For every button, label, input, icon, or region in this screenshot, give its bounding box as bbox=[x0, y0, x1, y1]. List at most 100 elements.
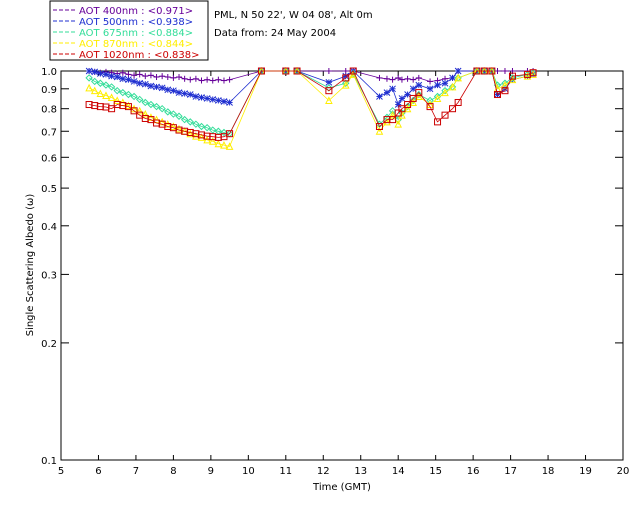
data-point-asterisk bbox=[441, 79, 449, 87]
data-point-plus bbox=[142, 73, 149, 80]
x-tick-label: 20 bbox=[617, 466, 630, 477]
data-point-triangle bbox=[375, 127, 384, 135]
data-point-square bbox=[501, 87, 509, 95]
data-point-triangle bbox=[135, 106, 144, 115]
data-point-triangle bbox=[192, 132, 200, 140]
data-point-square bbox=[108, 105, 116, 113]
data-point-asterisk bbox=[398, 95, 406, 102]
data-point-diamond bbox=[192, 120, 200, 128]
data-point-asterisk bbox=[426, 85, 434, 93]
data-point-asterisk bbox=[404, 91, 411, 98]
data-point-diamond bbox=[388, 107, 397, 115]
data-point-triangle bbox=[409, 98, 417, 106]
data-point-square bbox=[426, 103, 434, 111]
data-point-triangle bbox=[163, 120, 172, 128]
data-point-diamond bbox=[147, 100, 155, 109]
data-point-plus bbox=[220, 77, 227, 84]
data-point-triangle bbox=[403, 104, 412, 113]
y-tick-label: 0.4 bbox=[41, 222, 57, 233]
data-point-triangle bbox=[454, 73, 462, 82]
data-point-plus bbox=[404, 75, 411, 82]
data-point-diamond bbox=[119, 88, 127, 97]
data-point-square bbox=[493, 91, 501, 99]
data-point-plus bbox=[427, 78, 434, 85]
data-point-asterisk bbox=[409, 85, 417, 93]
data-point-asterisk bbox=[141, 80, 149, 88]
data-point-triangle bbox=[414, 92, 423, 100]
data-point-asterisk bbox=[113, 73, 121, 81]
data-point-plus bbox=[395, 74, 402, 81]
data-point-diamond bbox=[441, 86, 449, 95]
data-point-triangle bbox=[96, 89, 105, 98]
data-point-asterisk bbox=[119, 75, 127, 83]
data-point-triangle bbox=[141, 109, 150, 118]
legend-item: AOT 1020nm : <0.838> bbox=[53, 50, 199, 61]
data-point-plus bbox=[119, 69, 126, 76]
data-point-triangle bbox=[85, 83, 93, 92]
data-point-diamond bbox=[220, 128, 228, 137]
x-tick-label: 7 bbox=[133, 466, 139, 477]
data-point-plus bbox=[415, 74, 422, 81]
x-tick-label: 9 bbox=[208, 466, 214, 477]
data-point-triangle bbox=[394, 120, 403, 128]
data-point-plus bbox=[215, 76, 222, 83]
data-point-triangle bbox=[158, 117, 166, 126]
data-point-asterisk bbox=[209, 96, 217, 103]
date-info-text: Data from: 24 May 2004 bbox=[214, 28, 336, 39]
data-point-square bbox=[375, 122, 383, 130]
data-point-diamond bbox=[169, 110, 178, 118]
data-point-square bbox=[394, 109, 402, 117]
data-point-plus bbox=[204, 76, 211, 83]
data-point-asterisk bbox=[226, 99, 233, 106]
data-point-square bbox=[349, 67, 357, 75]
data-point-plus bbox=[501, 68, 508, 74]
data-point-asterisk bbox=[91, 68, 99, 76]
data-point-asterisk bbox=[130, 78, 138, 85]
series-line bbox=[89, 70, 534, 138]
y-axis-label: Single Scattering Albedo (ω) bbox=[25, 194, 36, 337]
legend-item: AOT 675nm : <0.884> bbox=[53, 28, 193, 39]
data-point-triangle bbox=[124, 101, 133, 110]
x-tick-label: 17 bbox=[504, 466, 517, 477]
data-point-square bbox=[454, 98, 462, 106]
x-tick-label: 5 bbox=[58, 466, 64, 477]
data-point-triangle bbox=[208, 137, 217, 145]
data-point-triangle bbox=[175, 124, 183, 133]
data-point-triangle bbox=[130, 104, 138, 113]
data-point-plus bbox=[181, 75, 188, 82]
data-point-asterisk bbox=[394, 101, 402, 108]
y-tick-label: 1.0 bbox=[41, 67, 57, 78]
data-point-square bbox=[389, 116, 397, 124]
data-point-plus bbox=[376, 74, 383, 81]
data-point-asterisk bbox=[434, 81, 441, 89]
data-point-asterisk bbox=[325, 79, 333, 86]
data-point-square bbox=[409, 94, 417, 102]
data-point-plus bbox=[136, 71, 143, 78]
legend-box bbox=[49, 0, 209, 61]
data-point-plus bbox=[131, 72, 138, 79]
x-tick-label: 13 bbox=[354, 466, 367, 477]
data-point-plus bbox=[410, 76, 417, 83]
data-point-asterisk bbox=[215, 97, 222, 104]
data-point-diamond bbox=[186, 118, 194, 126]
data-point-asterisk bbox=[158, 84, 166, 92]
data-point-diamond bbox=[141, 98, 150, 107]
data-point-diamond bbox=[85, 74, 93, 82]
data-point-asterisk bbox=[454, 67, 462, 75]
data-point-triangle bbox=[113, 96, 122, 104]
data-point-diamond bbox=[180, 115, 189, 124]
series-5 bbox=[85, 67, 537, 141]
legend-item: AOT 400nm : <0.971> bbox=[53, 6, 193, 17]
data-point-triangle bbox=[220, 140, 228, 149]
data-point-triangle bbox=[529, 70, 537, 78]
data-point-asterisk bbox=[186, 91, 194, 98]
data-point-triangle bbox=[388, 111, 397, 119]
data-point-asterisk bbox=[96, 70, 104, 77]
data-point-square bbox=[434, 118, 442, 126]
data-point-plus bbox=[342, 68, 349, 74]
y-tick-label: 0.9 bbox=[41, 85, 57, 96]
legend-label: AOT 870nm : <0.844> bbox=[79, 39, 193, 50]
data-point-diamond bbox=[501, 79, 509, 87]
data-point-triangle bbox=[448, 82, 457, 91]
